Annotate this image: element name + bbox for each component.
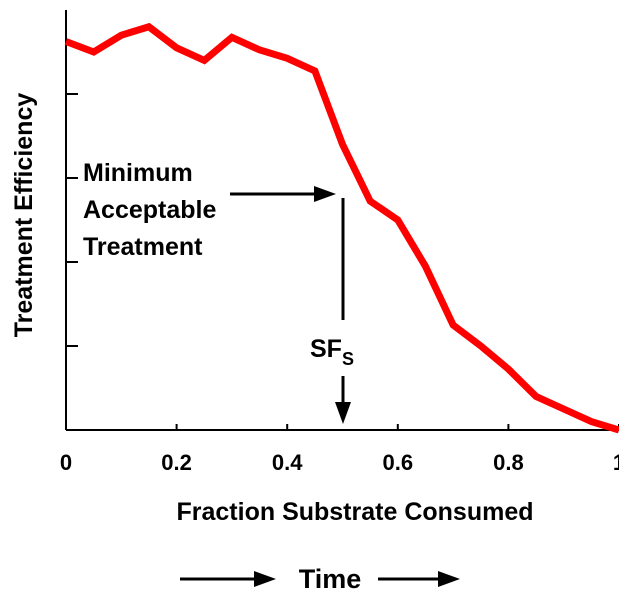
x-tick-label-0: 0 (60, 450, 72, 475)
annotation-line-1: Minimum (83, 159, 193, 187)
time-indicator: Time (180, 564, 460, 592)
x-tick-label-5: 1 (613, 450, 619, 475)
time-arrowhead-left (254, 571, 276, 587)
x-tick-label-2: 0.4 (272, 450, 303, 475)
sf-marker: SFS (310, 198, 354, 424)
x-tick-label-4: 0.8 (493, 450, 524, 475)
annotation-line-3: Treatment (83, 233, 203, 261)
x-ticks (65, 424, 619, 430)
y-ticks (66, 93, 78, 347)
sf-arrowhead (335, 402, 351, 424)
sf-label: SFS (310, 335, 354, 369)
x-axis-label: Fraction Substrate Consumed (177, 498, 534, 526)
time-arrowhead-right (438, 571, 460, 587)
y-axis-label: Treatment Efficiency (10, 93, 38, 338)
axes (65, 10, 619, 431)
series-line (64, 22, 619, 434)
x-tick-label-1: 0.2 (161, 450, 192, 475)
sf-subscript: S (342, 349, 354, 369)
annotation-line-2: Acceptable (83, 196, 216, 224)
x-tick-labels: 0 0.2 0.4 0.6 0.8 1 (60, 450, 619, 475)
time-label: Time (299, 564, 362, 592)
annotation-arrowhead (314, 186, 336, 202)
annotation-min-acceptable: Minimum Acceptable Treatment (83, 159, 336, 261)
x-tick-label-3: 0.6 (383, 450, 414, 475)
